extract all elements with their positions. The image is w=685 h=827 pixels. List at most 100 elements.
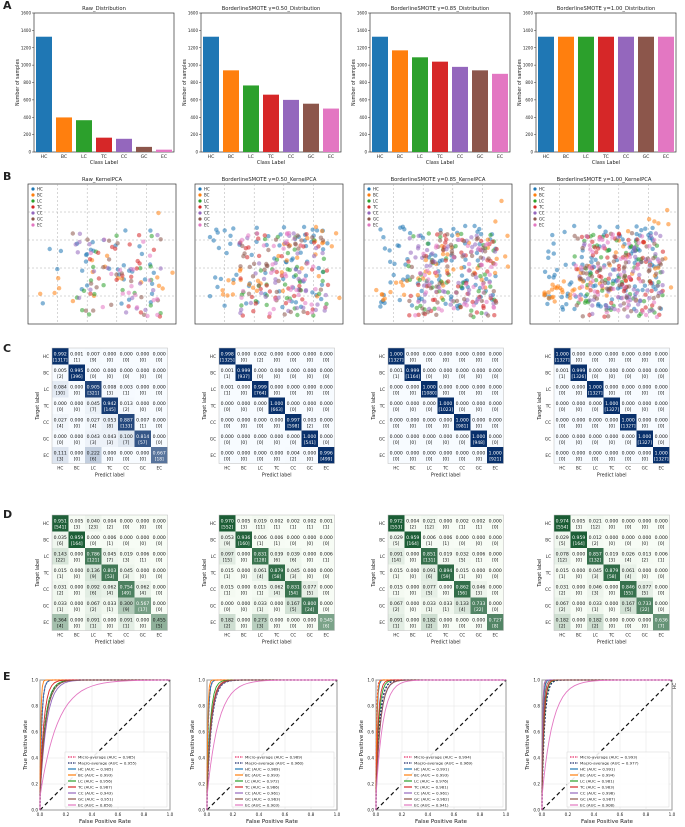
cell-count: [145]: [104, 407, 116, 413]
x-tick-label: BC: [61, 154, 67, 160]
cell-ratio: 0.000: [254, 417, 267, 423]
matrix-cell: [285, 430, 302, 447]
cell-count: [0]: [393, 440, 400, 446]
point-HC: [381, 235, 386, 240]
cell-ratio: 0.000: [390, 384, 403, 390]
point-LC: [285, 250, 291, 256]
point-BC: [646, 217, 652, 222]
cell-ratio: 0.013: [120, 401, 133, 407]
y-tick-label: 0.2: [533, 782, 540, 787]
cell-ratio: 0.000: [270, 384, 283, 390]
cell-count: [554]: [556, 525, 568, 531]
confusion-matrix-C-4: 1.000[1327]0.000[0]0.000[0]0.000[0]0.000…: [537, 347, 670, 479]
matrix-cell: [470, 447, 487, 464]
point-HC: [637, 248, 642, 253]
cell-ratio: 0.006: [254, 535, 267, 541]
x-tick-label: CC: [459, 466, 465, 471]
point-CC: [653, 231, 659, 236]
cell-ratio: 0.067: [390, 601, 403, 607]
matrix-cell: [404, 381, 421, 398]
point-GC: [296, 246, 301, 251]
legend-marker-BC: [31, 193, 35, 197]
point-HC: [215, 284, 220, 290]
point-CC: [634, 308, 639, 314]
cell-count: [6]: [290, 558, 297, 564]
point-LC: [120, 287, 125, 293]
cell-count: [0]: [625, 391, 632, 397]
cell-ratio: 0.000: [439, 368, 452, 374]
cell-ratio: 0.100: [120, 434, 133, 440]
point-EC: [283, 274, 289, 279]
cell-ratio: 0.000: [303, 617, 316, 623]
cell-count: [2]: [559, 607, 566, 613]
cell-count: [131]: [423, 558, 435, 564]
point-CC: [158, 266, 163, 271]
point-GC: [256, 283, 262, 288]
cell-count: [0]: [290, 541, 297, 547]
cell-ratio: 1.000: [423, 384, 436, 390]
cell-ratio: 0.803: [103, 568, 116, 574]
point-EC: [267, 311, 273, 316]
point-EC: [600, 237, 605, 242]
cell-count: [0]: [57, 407, 64, 413]
x-tick-label: CC: [625, 466, 631, 471]
point-CC: [155, 232, 160, 238]
point-CC: [442, 289, 447, 295]
cell-ratio: 0.040: [87, 518, 100, 524]
cell-ratio: 0.000: [638, 617, 651, 623]
cell-ratio: 0.045: [120, 568, 133, 574]
cell-count: [5]: [393, 541, 400, 547]
point-EC: [647, 244, 652, 249]
cell-ratio: 0.031: [556, 584, 569, 590]
point-GC: [262, 267, 267, 272]
point-EC: [474, 299, 479, 304]
matrix-cell: [570, 414, 587, 431]
cell-count: [0]: [323, 574, 330, 580]
legend-marker-TC: [367, 205, 371, 209]
cell-count: [0]: [559, 407, 566, 413]
matrix-cell: [318, 447, 335, 464]
point-EC: [587, 283, 593, 288]
y-tick-label: 1400: [523, 28, 534, 33]
cell-ratio: 0.000: [70, 384, 83, 390]
point-GC: [491, 289, 496, 294]
matrix-cell: [587, 597, 604, 614]
matrix-cell: [285, 564, 302, 581]
cell-count: [1]: [140, 558, 147, 564]
cell-count: [0]: [625, 525, 632, 531]
legend-label: EC: [373, 223, 379, 228]
point-EC: [457, 237, 462, 242]
x-tick-label: GC: [308, 154, 315, 160]
x-tick-label: 0.2: [399, 812, 406, 817]
matrix-cell: [219, 430, 236, 447]
matrix-cell: [52, 548, 69, 565]
matrix-cell: [603, 397, 620, 414]
matrix-cell: [653, 414, 670, 431]
legend-label: EC: [204, 223, 210, 228]
cell-count: [1]: [107, 607, 114, 613]
cell-count: [0]: [658, 574, 665, 580]
matrix-frame: [51, 514, 168, 631]
legend-label: CC: [373, 211, 379, 216]
point-BC: [70, 298, 76, 304]
matrix-cell: [603, 381, 620, 398]
legend-marker-LC: [533, 199, 537, 203]
point-CC: [638, 298, 643, 303]
matrix-cell: [470, 548, 487, 565]
point-LC: [114, 233, 119, 238]
y-tick-label: 1400: [188, 28, 199, 33]
x-tick-label: 0.8: [477, 812, 484, 817]
bar-chart-3: BorderlineSMOTE γ=0.85_Distribution02004…: [351, 6, 511, 166]
cell-count: [8]: [492, 624, 499, 630]
point-LC: [476, 289, 481, 294]
cell-ratio: 0.033: [589, 601, 602, 607]
point-EC: [255, 231, 260, 236]
matrix-cell: [68, 581, 85, 598]
point-HC: [579, 254, 584, 260]
x-axis-label: Predict label: [431, 473, 461, 479]
cell-count: [12]: [558, 558, 567, 564]
y-axis-label: True Positive Rate: [190, 720, 196, 771]
point-EC: [636, 240, 641, 246]
x-tick-label: TC: [442, 633, 448, 638]
x-tick-label: EC: [492, 466, 498, 471]
